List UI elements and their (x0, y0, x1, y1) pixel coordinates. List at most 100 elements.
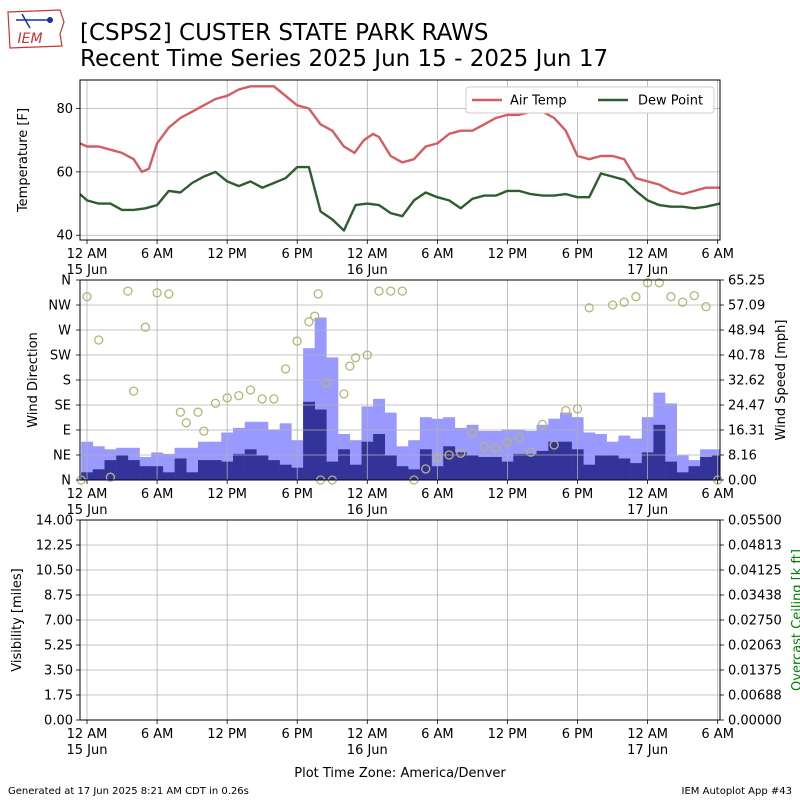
x-tick-label: 12 AM (67, 487, 108, 502)
ceiling-y-tick-label: 0.02063 (728, 639, 782, 654)
wind-direction-tick-label: N (61, 274, 71, 289)
temperature-y-tick-label: 80 (56, 102, 73, 117)
wind-direction-point (397, 286, 407, 296)
ceiling-y-tick-label: 0.00688 (728, 689, 782, 704)
wind-direction-point (164, 289, 174, 299)
wind-speed-tick-label: 57.09 (728, 299, 765, 314)
dew-point-line (79, 165, 721, 232)
wind-speed-tick-label: 40.78 (728, 349, 765, 364)
wind-speed-bar (454, 452, 467, 480)
visibility-y-tick-label: 3.50 (44, 664, 73, 679)
visibility-y-tick-label: 5.25 (44, 639, 73, 654)
wind-speed-bar (536, 450, 549, 480)
wind-speed-bar (688, 466, 701, 480)
wind-direction-point (193, 407, 203, 417)
wind-speed-bar (326, 461, 339, 480)
ceiling-y-tick-label: 0.04125 (728, 564, 782, 579)
iem-logo: IEM (7, 9, 65, 49)
wind-direction-point (292, 336, 302, 346)
visibility-y-tick-label: 7.00 (44, 614, 73, 629)
wind-speed-bar (349, 464, 362, 480)
wind-speed-bar (618, 458, 631, 480)
wind-direction-point (257, 394, 267, 404)
wind-speed-bar (583, 464, 596, 480)
x-tick-label: 6 PM (562, 487, 593, 502)
wind-direction-point (666, 292, 676, 302)
ceiling-y-tick-label: 0.00000 (728, 714, 782, 729)
wind-speed-bar (268, 460, 280, 480)
x-date-label: 16 Jun (347, 503, 388, 518)
wind-speed-bar (174, 458, 187, 480)
wind-speed-tick-label: 16.31 (728, 424, 765, 439)
wind-direction-point (619, 297, 629, 307)
x-tick-label: 6 AM (421, 487, 454, 502)
wind-speed-bar (127, 460, 140, 480)
wind-speed-bar (373, 434, 385, 480)
wind-direction-point (199, 426, 209, 436)
wind-direction-point (561, 405, 571, 416)
wind-speed-tick-label: 24.47 (728, 399, 765, 414)
wind-direction-point (362, 350, 372, 360)
wind-speed-bar (186, 472, 199, 480)
wind-direction-point (479, 442, 489, 452)
wind-speed-tick-label: 0.00 (728, 474, 757, 489)
wind-direction-point (181, 418, 191, 428)
wind-speed-bar (384, 455, 397, 480)
wind-direction-point (607, 300, 618, 310)
wind-direction-point (105, 472, 116, 482)
logo-text: IEM (17, 31, 42, 47)
wind-gust-bar (665, 403, 677, 480)
x-tick-label: 6 PM (562, 727, 593, 742)
wind-direction-tick-label: NE (53, 449, 71, 464)
generated-footer: Generated at 17 Jun 2025 8:21 AM CDT in … (8, 786, 249, 797)
x-date-label: 15 Jun (67, 743, 108, 758)
wind-direction-point (345, 361, 355, 371)
wind-direction-tick-label: N (61, 474, 71, 489)
wind-gust-bar (419, 417, 432, 480)
wind-speed-bar (279, 464, 292, 480)
wind-speed-y-label: Wind Speed [mph] (774, 320, 789, 441)
chart-title-line2: Recent Time Series 2025 Jun 15 - 2025 Ju… (80, 46, 608, 72)
x-date-label: 15 Jun (67, 503, 108, 518)
wind-speed-bar (560, 441, 572, 480)
wind-direction-point (245, 385, 256, 395)
temperature-series (79, 85, 721, 232)
visibility-x-ticks: 12 AM 6 AM 12 PM 6 PM 12 AM 6 AM 12 PM 6 PM 12 A… (67, 720, 734, 758)
x-date-label: 16 Jun (347, 743, 388, 758)
wind-direction-point (444, 450, 454, 460)
wind-speed-bar (443, 446, 456, 480)
visibility-y-tick-label: 10.50 (36, 564, 73, 579)
wind-speed-bar (548, 441, 561, 480)
x-tick-label: 6 AM (701, 247, 734, 262)
wind-direction-point (339, 389, 349, 399)
x-tick-label: 12 PM (207, 727, 247, 742)
x-tick-label: 12 PM (488, 487, 528, 502)
wind-speed-bar (162, 472, 175, 480)
visibility-y-ticks: 0.00 1.75 3.50 5.25 7.00 8.75 10.50 12.25 14.00 (36, 514, 80, 729)
wind-direction-point (421, 464, 431, 474)
wind-speed-bar (198, 460, 210, 480)
wind-direction-tick-label: SW (50, 349, 71, 364)
wind-direction-point (386, 286, 396, 296)
plot-time-zone-label: Plot Time Zone: America/Denver (294, 766, 506, 781)
wind-direction-tick-label: E (63, 424, 71, 439)
wind-speed-bar (513, 453, 526, 480)
wind-direction-point (584, 303, 594, 313)
wind-speed-tick-label: 8.16 (728, 449, 757, 464)
wind-speed-bar (595, 455, 607, 480)
wind-speed-bar (209, 460, 222, 480)
x-date-label: 15 Jun (67, 263, 108, 278)
x-tick-label: 6 AM (141, 727, 174, 742)
wind-speed-bar (489, 457, 502, 480)
wind-direction-point (234, 390, 244, 401)
wind-direction-point (321, 378, 332, 388)
wind-speed-bar (244, 449, 257, 480)
x-tick-label: 12 PM (207, 247, 247, 262)
x-tick-label: 12 AM (347, 487, 388, 502)
wind-direction-points (76, 278, 723, 485)
wind-gust-bar (466, 424, 479, 480)
ceiling-y-tick-label: 0.02750 (728, 614, 782, 629)
temperature-y-tick-label: 60 (56, 165, 73, 180)
wind-direction-point (310, 311, 320, 321)
